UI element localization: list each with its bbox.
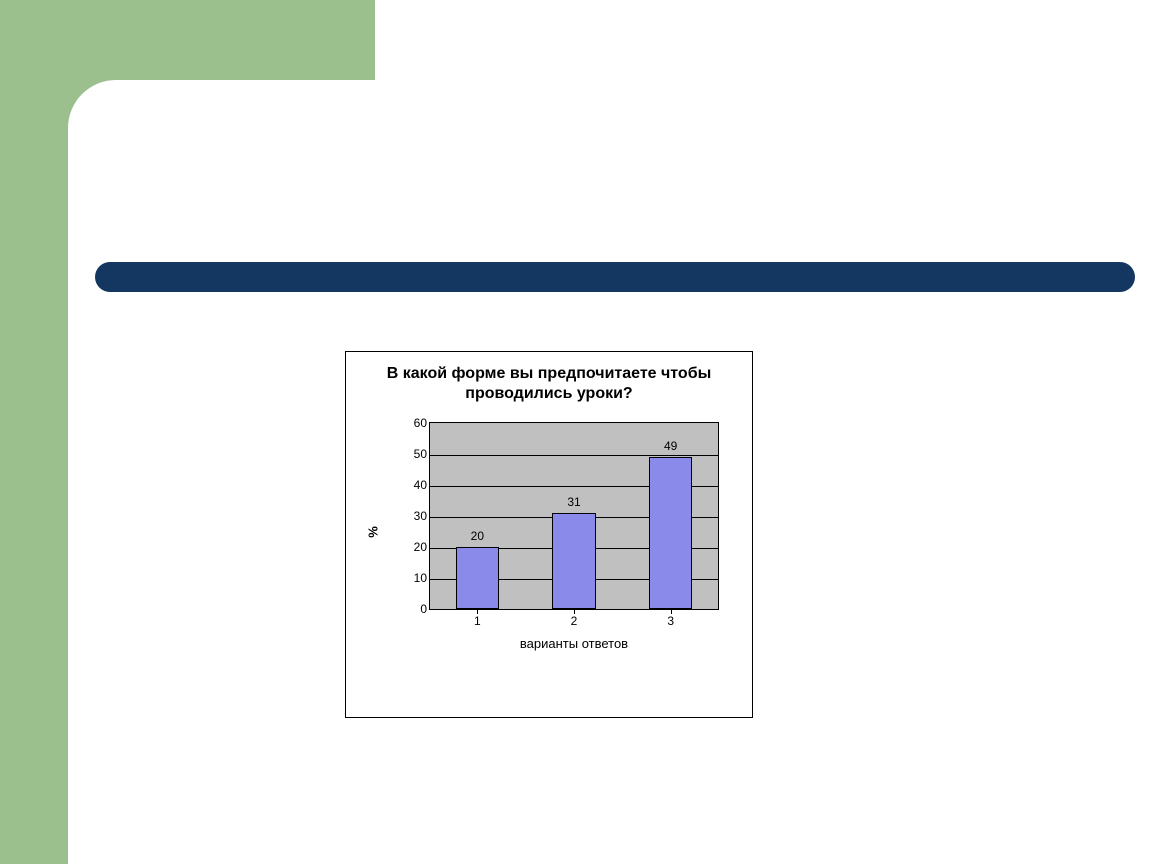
green-strip-shape [0, 0, 68, 864]
y-tick-label: 10 [397, 571, 427, 585]
green-block-notch [68, 80, 378, 160]
bar-value-label: 31 [554, 495, 594, 509]
y-tick-label: 40 [397, 478, 427, 492]
chart-title: В какой форме вы предпочитаете чтобы про… [346, 352, 752, 412]
x-tick-label: 1 [462, 614, 492, 628]
y-tick-label: 60 [397, 416, 427, 430]
x-tick-label: 3 [656, 614, 686, 628]
bar [552, 513, 596, 609]
y-axis-label: % [365, 526, 380, 538]
y-tick-label: 20 [397, 540, 427, 554]
bar [649, 457, 693, 609]
bar [456, 547, 500, 609]
x-tick-label: 2 [559, 614, 589, 628]
horizontal-bar-shape [95, 262, 1135, 292]
y-tick-label: 30 [397, 509, 427, 523]
bar-value-label: 20 [457, 529, 497, 543]
chart-plot-wrap: % варианты ответов 010203040506020131249… [369, 412, 729, 652]
y-tick-label: 50 [397, 447, 427, 461]
x-axis-label: варианты ответов [429, 636, 719, 651]
chart-container: В какой форме вы предпочитаете чтобы про… [345, 351, 753, 718]
slide: В какой форме вы предпочитаете чтобы про… [0, 0, 1150, 864]
bar-value-label: 49 [651, 439, 691, 453]
y-tick-label: 0 [397, 602, 427, 616]
